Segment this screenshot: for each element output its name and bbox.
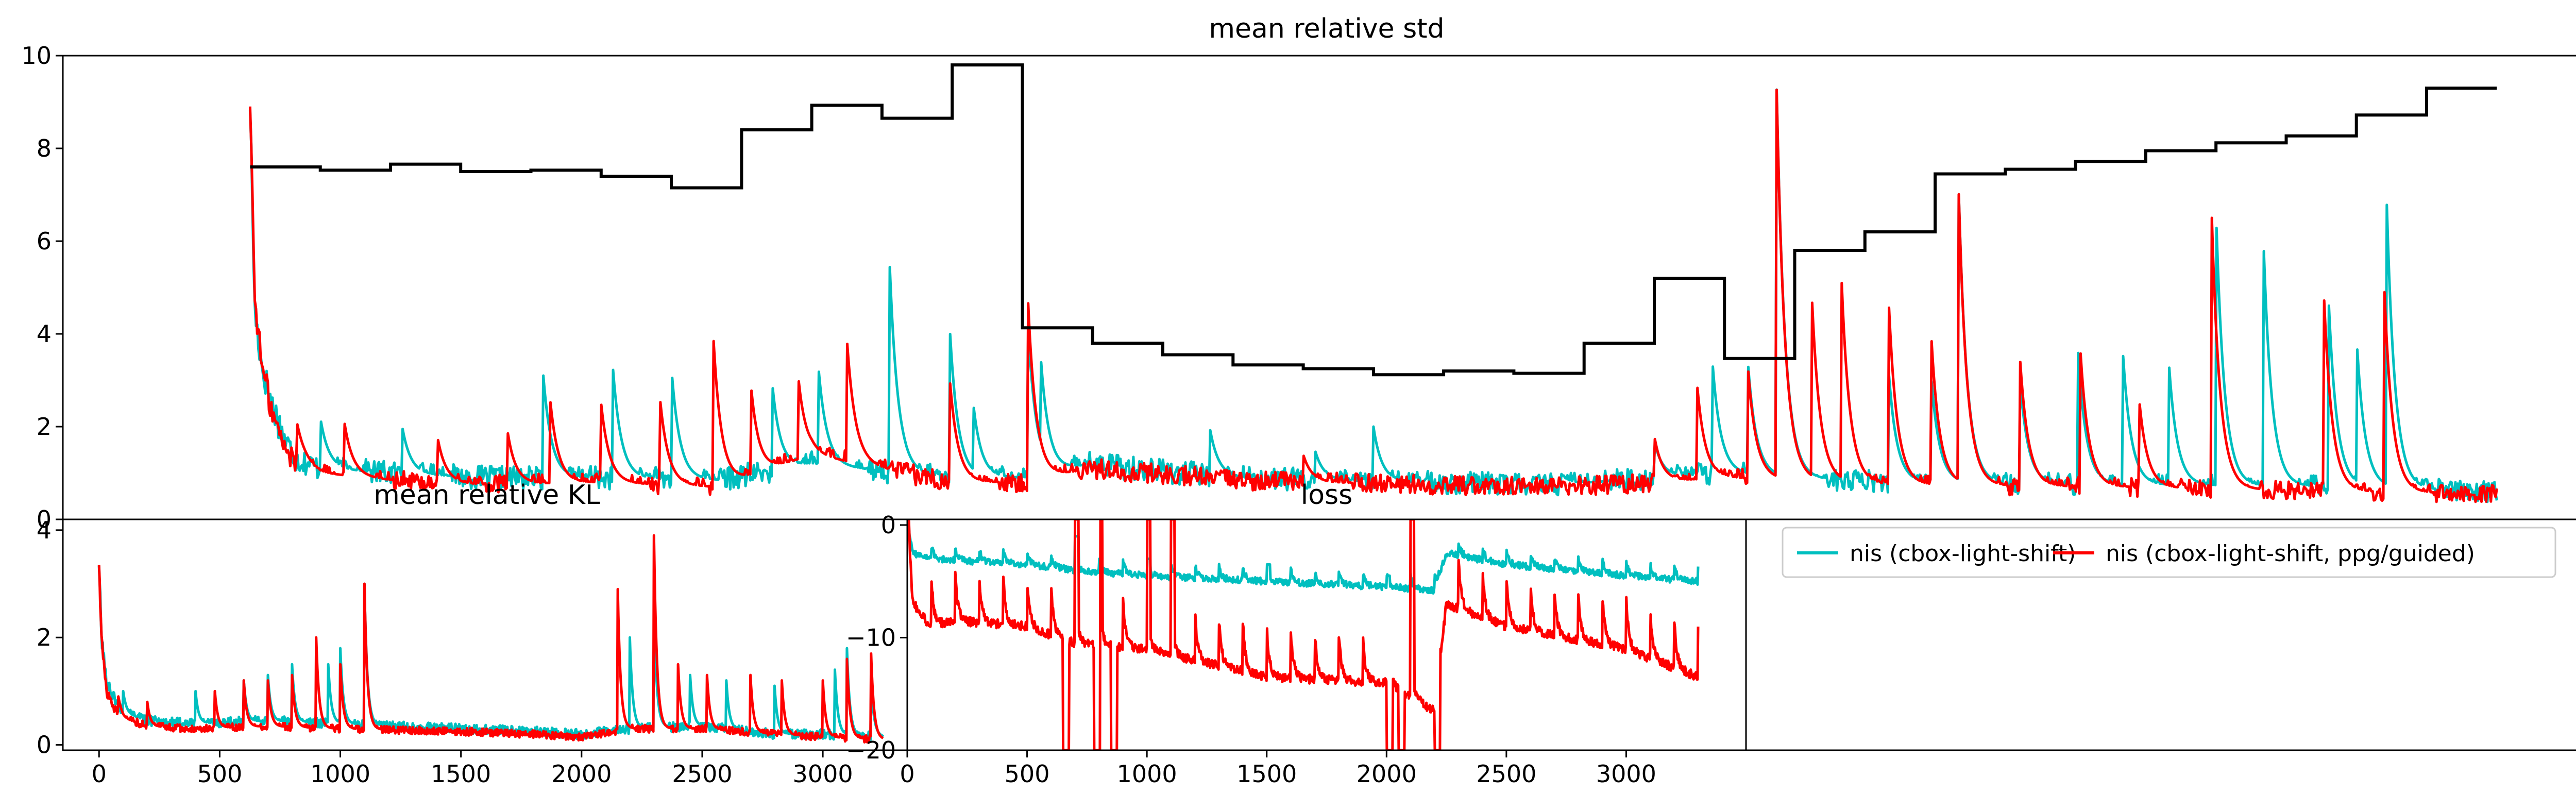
loss-xtick-label: 0 <box>900 760 914 788</box>
kl-xtick-label: 2000 <box>551 760 612 788</box>
std-panel: mean relative std 0 2 4 6 8 10 <box>21 13 2576 533</box>
loss-series-nis <box>907 519 1700 595</box>
std-ytick-label: 10 <box>21 42 52 70</box>
std-ytick-label: 6 <box>37 227 52 255</box>
std-series-group <box>248 63 2498 503</box>
std-series-nis <box>248 88 2498 503</box>
loss-ytick-label: −20 <box>846 736 896 764</box>
loss-xtick-label: 1000 <box>1117 760 1177 788</box>
loss-xtick-label: 2500 <box>1476 760 1536 788</box>
kl-ytick-label: 0 <box>37 731 52 759</box>
loss-xtick-label: 2000 <box>1357 760 1417 788</box>
std-ticks-group: 0 2 4 6 8 10 <box>21 42 63 533</box>
kl-series-nis <box>97 566 885 742</box>
loss-ytick-label: 0 <box>881 511 896 539</box>
kl-xtick-label: 500 <box>197 760 242 788</box>
kl-xtick-label: 1000 <box>310 760 370 788</box>
kl-title: mean relative KL <box>374 480 600 511</box>
kl-ytick-label: 4 <box>37 516 52 544</box>
kl-ytick-label: 2 <box>37 623 52 651</box>
legend-label-guided: nis (cbox-light-shift, ppg/guided) <box>2106 541 2475 567</box>
loss-ticks-group: 0−10−200 500 1000 1500 2000 2500 3000 <box>846 511 1656 788</box>
std-ytick-label: 0 <box>37 505 52 533</box>
loss-series-guided <box>907 519 1700 750</box>
loss-xtick-label: 1500 <box>1236 760 1297 788</box>
kl-xtick-label: 2500 <box>672 760 732 788</box>
loss-title: loss <box>1301 480 1352 511</box>
std-series-guided <box>248 88 2498 503</box>
kl-series-guided <box>97 534 884 744</box>
kl-ticks-group: 0 2 4 0 500 1000 1500 2000 2500 3000 <box>37 516 853 788</box>
kl-xtick-label: 0 <box>92 760 107 788</box>
legend-label-nis: nis (cbox-light-shift) <box>1850 541 2076 567</box>
kl-xtick-label: 1500 <box>431 760 491 788</box>
loss-xtick-label: 500 <box>1005 760 1050 788</box>
loss-xtick-label: 3000 <box>1596 760 1656 788</box>
std-ytick-label: 8 <box>37 134 52 162</box>
std-ytick-label: 2 <box>37 413 52 441</box>
kl-series-group <box>97 534 885 744</box>
loss-ytick-label: −10 <box>846 623 896 651</box>
legend-panel: nis (cbox-light-shift) nis (cbox-light-s… <box>1745 518 2576 751</box>
loss-panel: 0−10−200 500 1000 1500 2000 2500 3000 loss <box>846 480 1747 788</box>
legend-box <box>1782 527 2556 578</box>
std-reference-step <box>250 63 2497 377</box>
kl-xtick-label: 3000 <box>793 760 853 788</box>
loss-series-group <box>907 519 1700 750</box>
std-title: mean relative std <box>1209 13 1444 44</box>
legend-panel-frame <box>1745 518 2576 751</box>
std-ytick-label: 4 <box>37 320 52 348</box>
